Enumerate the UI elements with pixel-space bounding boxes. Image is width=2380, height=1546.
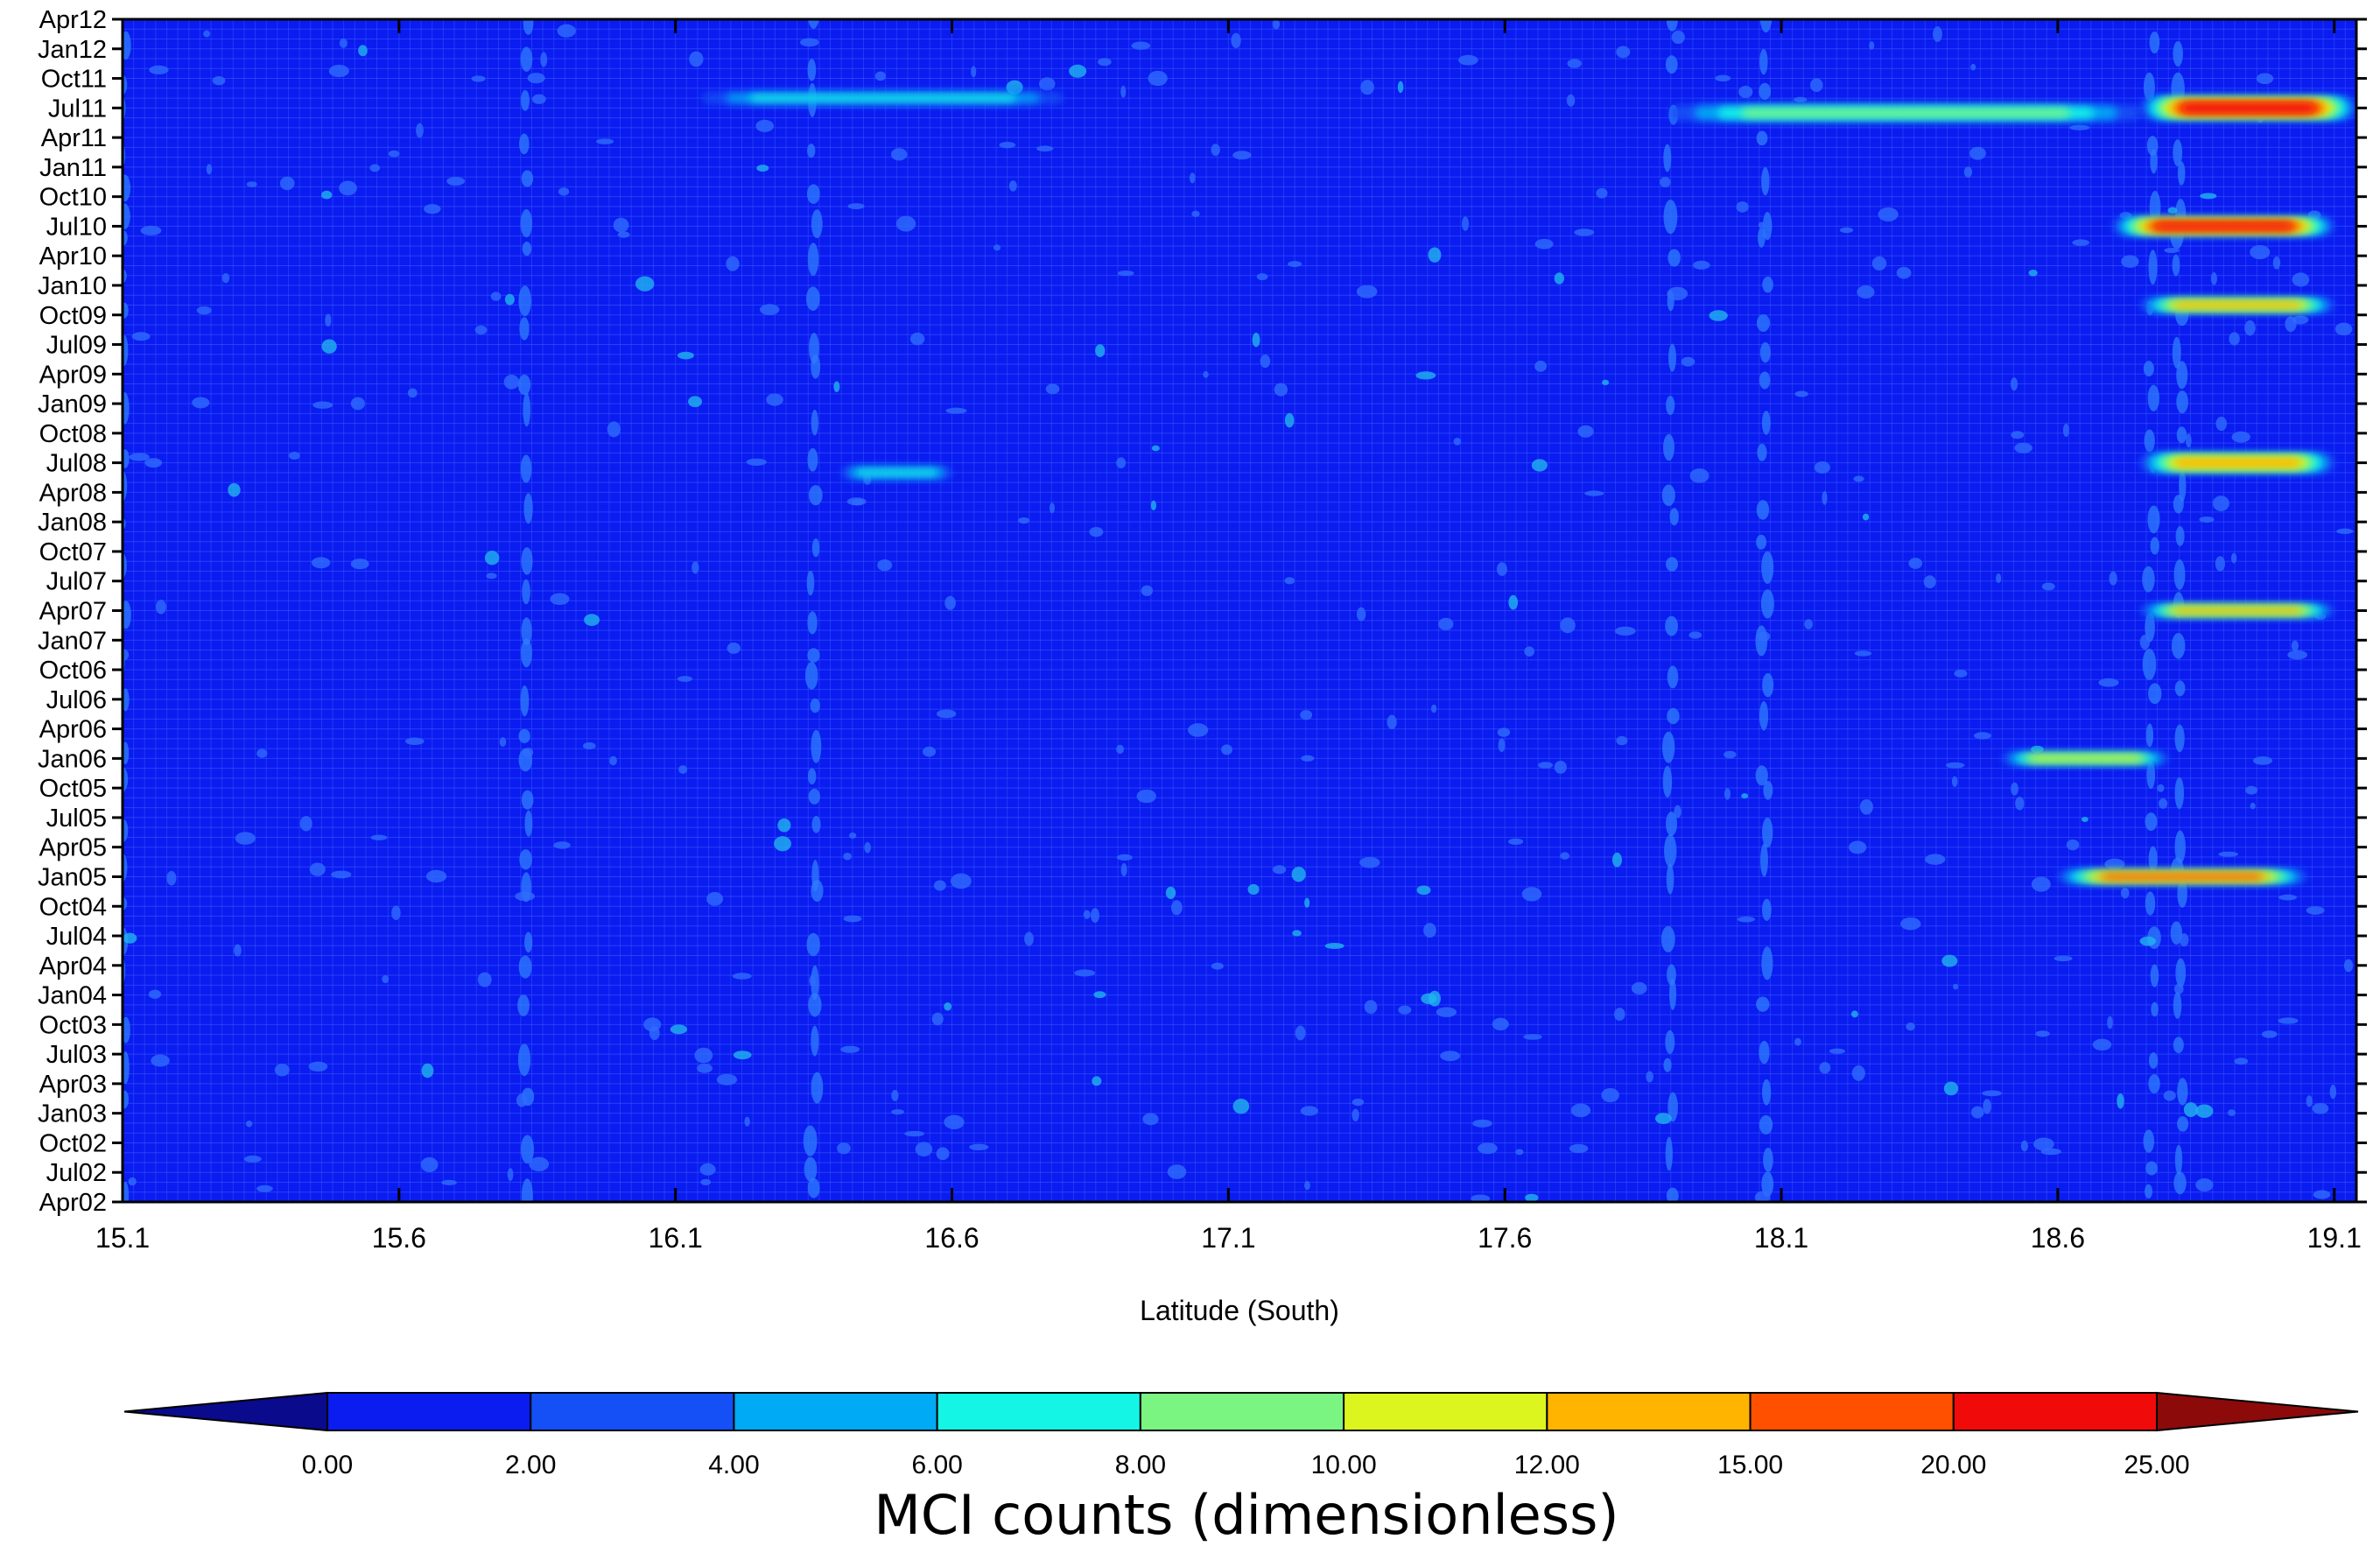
y-tick-label: Apr10 [39, 242, 107, 271]
y-tick-label: Oct09 [39, 302, 107, 330]
colorbar-segment [1139, 1392, 1345, 1431]
x-tick-label: 15.6 [372, 1222, 426, 1254]
y-tick-label: Jan10 [38, 272, 107, 300]
x-tick-label: 16.1 [649, 1222, 703, 1254]
y-tick-label: Apr02 [39, 1189, 107, 1217]
colorbar-label: 15.00 [1717, 1451, 1783, 1479]
y-tick-label: Oct06 [39, 657, 107, 685]
y-tick-label: Jul03 [46, 1041, 107, 1069]
colorbar-label: 12.00 [1514, 1451, 1580, 1479]
y-tick-label: Jan07 [38, 627, 107, 655]
x-tick-label: 19.1 [2307, 1222, 2362, 1254]
y-tick-label: Jan11 [39, 154, 107, 182]
colorbar-segment [936, 1392, 1141, 1431]
feature-band-4 [2173, 302, 2301, 308]
x-tick-label: 18.6 [2031, 1222, 2085, 1254]
x-tick-label: 18.1 [1754, 1222, 1808, 1254]
y-tick-label: Jan05 [38, 863, 107, 891]
feature-band-3 [2153, 222, 2293, 230]
y-tick-label: Jul07 [46, 568, 107, 596]
y-axis: Apr02Jul02Oct02Jan03Apr03Jul03Oct03Jan04… [38, 6, 2367, 1217]
y-tick-label: Apr04 [39, 952, 107, 980]
y-tick-label: Oct02 [39, 1129, 107, 1157]
y-tick-label: Apr09 [39, 361, 107, 389]
colorbar-label: 10.00 [1311, 1451, 1377, 1479]
y-tick-label: Apr03 [39, 1071, 107, 1099]
x-tick-label: 16.6 [924, 1222, 979, 1254]
y-tick-label: Apr06 [39, 716, 107, 744]
feature-band-7 [2103, 874, 2262, 880]
y-tick-label: Jul04 [46, 923, 107, 951]
plot-area [121, 18, 2358, 1204]
y-tick-label: Jul09 [46, 332, 107, 360]
y-tick-label: Apr07 [39, 598, 107, 626]
y-tick-label: Jan04 [38, 982, 107, 1010]
y-tick-label: Apr11 [41, 124, 107, 152]
feature-band-6 [2173, 608, 2301, 614]
y-tick-label: Jan08 [38, 509, 107, 537]
y-tick-label: Jul06 [46, 686, 107, 714]
y-tick-label: Jan06 [38, 745, 107, 773]
colorbar-label: 8.00 [1115, 1451, 1166, 1479]
y-tick-label: Oct05 [39, 775, 107, 803]
y-tick-label: Jul10 [46, 213, 107, 241]
colorbar-segment [1343, 1392, 1548, 1431]
y-tick-label: Apr08 [39, 479, 107, 507]
colorbar: 0.00 2.00 4.00 6.00 8.00 10.00 12.00 15.00 20.00… [123, 1391, 2359, 1479]
feature-band-1 [1741, 109, 2071, 117]
colorbar-label: 2.00 [505, 1451, 556, 1479]
y-tick-label: Jul08 [46, 450, 107, 478]
colorbar-label: 20.00 [1920, 1451, 1986, 1479]
y-tick-label: Jul11 [48, 95, 107, 123]
colorbar-segment [530, 1392, 735, 1431]
y-tick-label: Jan03 [38, 1100, 107, 1128]
y-tick-label: Oct03 [39, 1011, 107, 1039]
feature-band-0 [2180, 102, 2317, 114]
y-tick-label: Oct11 [41, 66, 107, 94]
y-tick-label: Oct07 [39, 538, 107, 566]
colorbar-segment [1546, 1392, 1752, 1431]
x-axis-label: Latitude (South) [1140, 1295, 1339, 1326]
speckle-layer [123, 19, 2354, 1202]
colorbar-label: 4.00 [708, 1451, 759, 1479]
grid-lines [123, 19, 2356, 1202]
feature-bands [703, 93, 2356, 882]
colorbar-over-arrow [2156, 1391, 2359, 1432]
colorbar-segment [1749, 1392, 1955, 1431]
y-tick-label: Jul02 [46, 1159, 107, 1187]
feature-band-2 [749, 95, 1017, 102]
y-tick-label: Jul05 [46, 805, 107, 833]
colorbar-segment [1952, 1392, 2159, 1431]
colorbar-segment [326, 1392, 532, 1431]
feature-band-5 [2173, 458, 2301, 467]
colorbar-label: 6.00 [911, 1451, 962, 1479]
feature-band-9 [855, 469, 938, 476]
y-tick-label: Jan09 [38, 390, 107, 418]
y-tick-label: Oct04 [39, 893, 107, 921]
feature-band-8 [2029, 755, 2142, 762]
y-tick-label: Jan12 [38, 36, 107, 64]
y-tick-label: Apr12 [39, 6, 107, 34]
colorbar-title: MCI counts (dimensionless) [874, 1483, 1618, 1546]
x-tick-label: 17.6 [1478, 1222, 1532, 1254]
x-tick-label: 17.1 [1201, 1222, 1255, 1254]
colorbar-under-arrow [123, 1391, 328, 1432]
y-tick-label: Oct10 [39, 184, 107, 212]
colorbar-label: 0.00 [302, 1451, 353, 1479]
colorbar-segment [733, 1392, 938, 1431]
y-tick-label: Oct08 [39, 420, 107, 448]
y-tick-label: Apr05 [39, 834, 107, 862]
x-tick-label: 15.1 [95, 1222, 150, 1254]
x-axis: 15.1 15.6 16.1 16.6 17.1 17.6 18.1 18.6 19.1 [95, 19, 2362, 1254]
colorbar-label: 25.00 [2124, 1451, 2189, 1479]
